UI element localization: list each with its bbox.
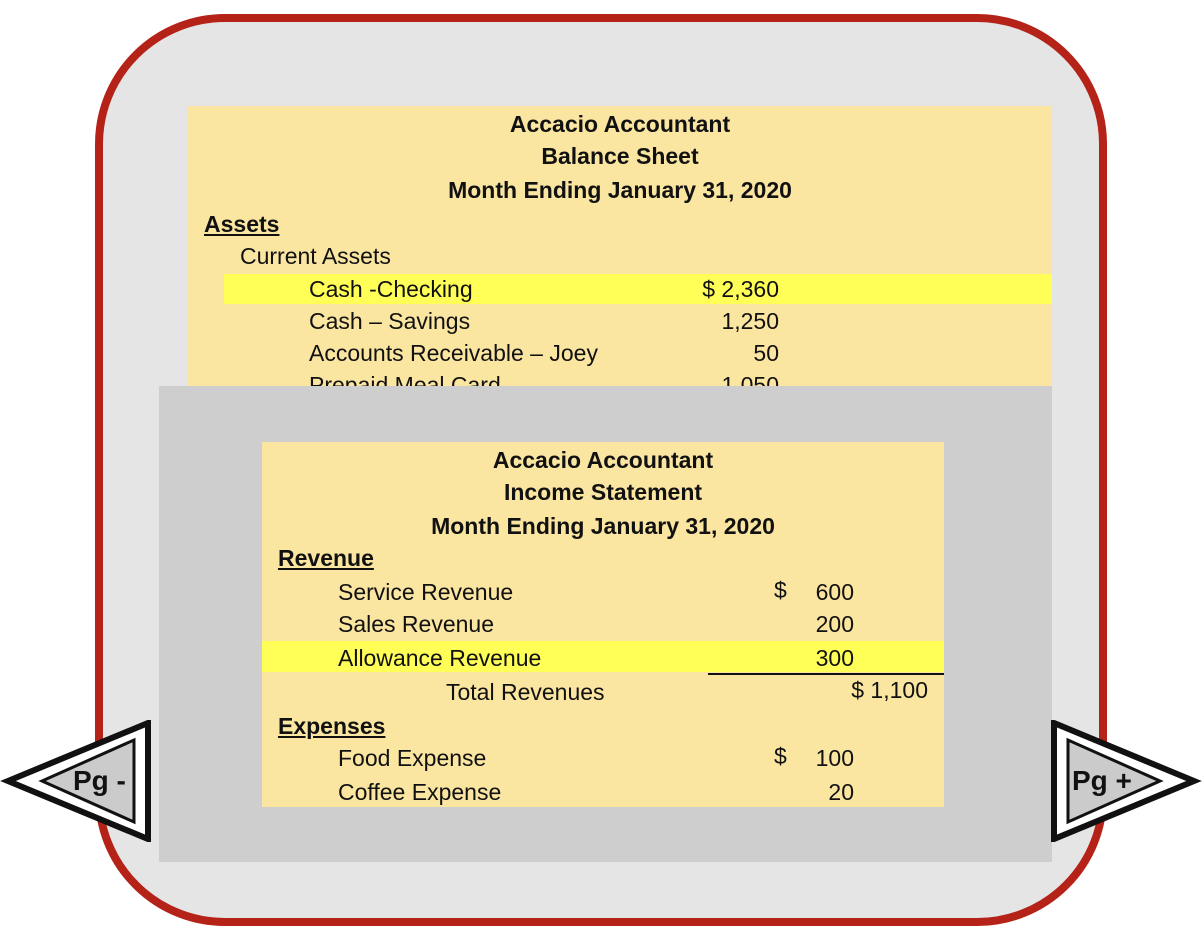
- balance-sheet-company: Accacio Accountant: [509, 111, 731, 137]
- expense-row-amount: 20: [828, 779, 854, 805]
- highlight-cash-checking: [224, 274, 1052, 304]
- prev-page-button[interactable]: Pg -: [0, 720, 152, 842]
- income-statement: Accacio Accountant Income Statement Mont…: [262, 442, 944, 807]
- balance-sheet-period: Month Ending January 31, 2020: [448, 177, 792, 203]
- asset-row-label: Cash – Savings: [309, 308, 471, 334]
- income-statement-company: Accacio Accountant: [492, 447, 714, 473]
- right-arrow-icon: [1051, 720, 1202, 842]
- revenue-row-amount: 600: [815, 579, 854, 605]
- balance-sheet: Accacio Accountant Balance Sheet Month E…: [188, 106, 1052, 396]
- asset-row-amount: 50: [753, 340, 779, 366]
- asset-row-amount: $ 2,360: [702, 276, 779, 302]
- revenue-row-amount: 300: [815, 645, 854, 671]
- subtotal-underline: [708, 673, 944, 675]
- highlight-allowance-revenue: [262, 641, 944, 672]
- balance-sheet-title: Balance Sheet: [541, 143, 699, 169]
- expense-row-amount: 100: [815, 745, 854, 771]
- current-assets-label: Current Assets: [240, 243, 391, 269]
- expense-row-label: Coffee Expense: [338, 779, 502, 805]
- left-arrow-icon: [0, 720, 151, 842]
- income-statement-title: Income Statement: [503, 479, 703, 505]
- revenue-row-amount: 200: [815, 611, 854, 637]
- revenue-row-label: Allowance Revenue: [338, 645, 542, 671]
- next-page-label: Pg +: [1072, 765, 1132, 796]
- asset-row-amount: 1,250: [721, 308, 779, 334]
- revenue-row-currency: $: [774, 577, 787, 603]
- asset-row-label: Cash -Checking: [309, 276, 473, 302]
- income-statement-period: Month Ending January 31, 2020: [431, 513, 775, 539]
- asset-row-label: Accounts Receivable – Joey: [309, 340, 598, 366]
- assets-heading: Assets: [204, 211, 280, 237]
- expenses-heading: Expenses: [278, 713, 386, 739]
- revenue-heading: Revenue: [278, 545, 374, 571]
- total-revenues-label: Total Revenues: [446, 679, 605, 705]
- revenue-row-label: Service Revenue: [338, 579, 514, 605]
- next-page-button[interactable]: Pg +: [1050, 720, 1202, 842]
- expense-row-label: Food Expense: [338, 745, 487, 771]
- prev-page-label: Pg -: [73, 765, 126, 796]
- expense-row-currency: $: [774, 743, 787, 769]
- total-revenues-amount: $ 1,100: [851, 677, 928, 703]
- revenue-row-label: Sales Revenue: [338, 611, 494, 637]
